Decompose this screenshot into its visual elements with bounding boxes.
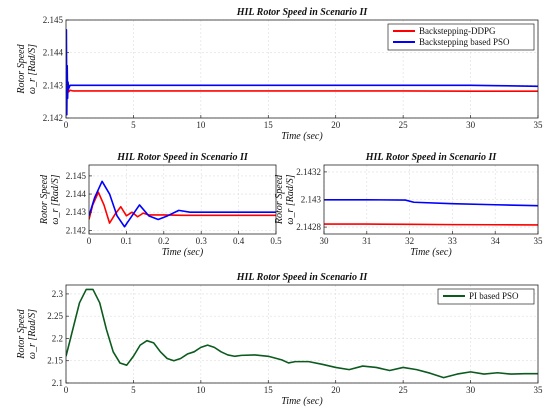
- x-tick-label: 5: [131, 385, 136, 395]
- legend: PI based PSO: [437, 288, 535, 305]
- legend-label: Backstepping based PSO: [419, 37, 510, 47]
- plot-area: [89, 165, 276, 234]
- x-tick-label: 10: [196, 385, 206, 395]
- plot-frame: [65, 19, 539, 119]
- chart-title: HIL Rotor Speed in Scenario II: [116, 152, 249, 163]
- y-axis-label: Rotor Speedω_r [Rad/S]: [16, 43, 38, 94]
- y-tick-label: 2.142: [43, 113, 63, 123]
- x-tick-label: 0.4: [233, 236, 245, 246]
- y-tick-label: 2.145: [43, 15, 64, 25]
- x-tick-label: 32: [405, 236, 414, 246]
- plot-frame: [88, 164, 277, 235]
- y-tick-label: 2.145: [66, 171, 87, 181]
- y-axis-label: Rotor Speedω_r [Rad/S]: [16, 308, 38, 359]
- legend-label: Backstepping-DDPG: [419, 26, 496, 36]
- x-axis-label: Time (sec): [281, 131, 323, 142]
- x-tick-label: 20: [331, 120, 341, 130]
- series-line-2: [89, 180, 276, 228]
- x-tick-label: 20: [331, 385, 341, 395]
- chart-1: 0 5 10 15 20 25 30 35 2.142 2.143 2.144 2.145 HIL Ro…: [16, 7, 543, 142]
- x-tick-label: 5: [131, 120, 136, 130]
- y-tick-label: 2.15: [47, 356, 63, 366]
- chart-4: 0 5 10 15 20 25 30 35 2.1 2.15 2.2 2.25 2.3 HIL Rotor…: [16, 272, 543, 407]
- y-tick-label: 2.1432: [296, 167, 321, 177]
- series-line-1: [324, 223, 538, 226]
- chart-3: 30 31 32 33 34 35 2.1428 2.143 2.1432 HIL Rotor S…: [274, 152, 543, 258]
- y-tick-label: 2.142: [66, 225, 86, 235]
- y-tick-label: 2.144: [43, 48, 64, 58]
- chart-title: HIL Rotor Speed in Scenario II: [365, 152, 498, 163]
- x-tick-label: 25: [399, 120, 409, 130]
- chart-2: 0 0.1 0.2 0.3 0.4 0.5 2.142 2.143 2.144 2.145 HIL …: [39, 152, 282, 258]
- series-line-1: [89, 191, 276, 224]
- x-tick-label: 0.5: [270, 236, 282, 246]
- y-axis-label: Rotor Speedω_r [Rad/S]: [39, 174, 61, 225]
- y-tick-label: 2.1428: [296, 222, 321, 232]
- x-tick-label: 33: [448, 236, 458, 246]
- y-tick-label: 2.1: [52, 378, 63, 388]
- legend-box: [437, 288, 535, 305]
- chart-title: HIL Rotor Speed in Scenario II: [236, 272, 369, 283]
- series-line-2: [66, 29, 538, 116]
- x-tick-label: 0: [64, 385, 69, 395]
- x-tick-label: 15: [264, 120, 274, 130]
- y-tick-label: 2.3: [52, 289, 64, 299]
- series-line-1: [66, 288, 538, 379]
- y-tick-label: 2.144: [66, 189, 87, 199]
- x-tick-label: 30: [320, 236, 330, 246]
- legend-label: PI based PSO: [469, 291, 519, 301]
- y-tick-label: 2.2: [52, 333, 63, 343]
- y-axis-label: Rotor Speedω_r [Rad/S]: [274, 174, 296, 225]
- x-tick-label: 0.2: [158, 236, 169, 246]
- x-tick-label: 0.1: [121, 236, 132, 246]
- x-tick-label: 30: [466, 120, 476, 130]
- x-tick-label: 35: [534, 120, 544, 130]
- series-line-2: [324, 198, 538, 207]
- plot-frame: [65, 284, 539, 384]
- x-tick-label: 0: [64, 120, 69, 130]
- x-tick-label: 15: [264, 385, 274, 395]
- x-tick-label: 35: [534, 236, 544, 246]
- y-tick-label: 2.143: [43, 80, 64, 90]
- y-tick-label: 2.25: [47, 311, 63, 321]
- x-tick-label: 35: [534, 385, 544, 395]
- x-tick-label: 31: [362, 236, 371, 246]
- y-tick-label: 2.143: [66, 207, 87, 217]
- chart-title: HIL Rotor Speed in Scenario II: [236, 7, 369, 18]
- legend-box: [387, 23, 535, 51]
- x-tick-label: 30: [466, 385, 476, 395]
- x-tick-label: 34: [491, 236, 501, 246]
- x-axis-label: Time (sec): [410, 247, 452, 258]
- x-tick-label: 10: [196, 120, 206, 130]
- x-axis-label: Time (sec): [162, 247, 204, 258]
- x-tick-label: 0: [87, 236, 92, 246]
- x-tick-label: 0.3: [196, 236, 208, 246]
- x-axis-label: Time (sec): [281, 396, 323, 407]
- y-tick-label: 2.143: [301, 195, 322, 205]
- x-tick-label: 25: [399, 385, 409, 395]
